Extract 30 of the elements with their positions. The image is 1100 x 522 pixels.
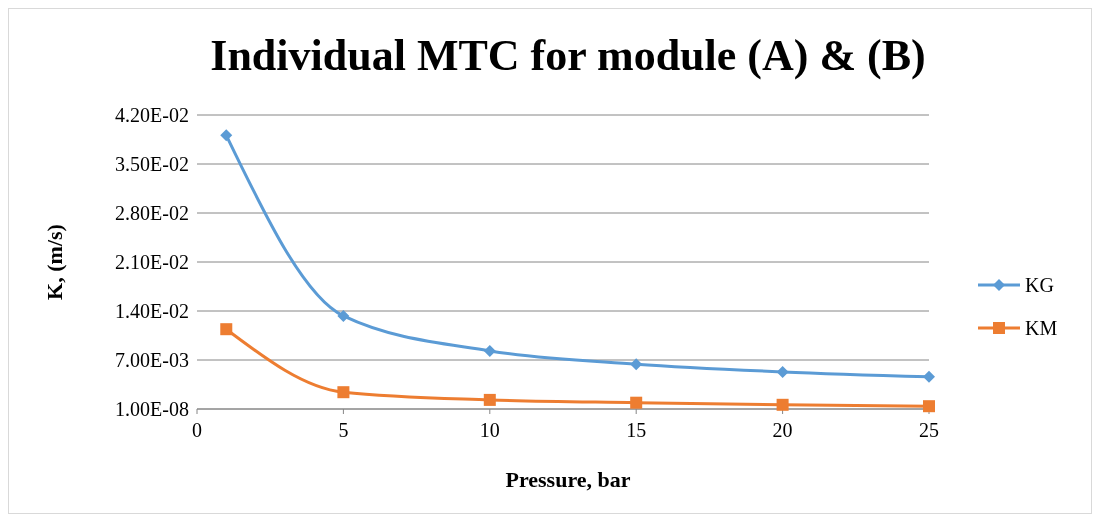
point xyxy=(923,400,935,413)
point xyxy=(337,386,350,399)
x-axis-title: Pressure, bar xyxy=(505,467,631,492)
point xyxy=(220,129,233,142)
y-tick-label: 2.10E-02 xyxy=(115,251,189,273)
point xyxy=(337,309,350,322)
point xyxy=(923,370,935,383)
point xyxy=(630,358,643,371)
point xyxy=(483,393,496,406)
y-tick-label: 2.80E-02 xyxy=(115,202,189,224)
x-tick-label: 15 xyxy=(626,419,647,441)
y-tick-label: 1.00E-08 xyxy=(115,398,189,420)
x-tick-label: 10 xyxy=(479,419,500,441)
y-tick-label: 3.50E-02 xyxy=(115,153,189,175)
y-tick-label: 7.00E-03 xyxy=(115,349,189,371)
point xyxy=(776,398,789,411)
y-axis-title: K, (m/s) xyxy=(42,224,67,300)
chart-title: Individual MTC for module (A) & (B) xyxy=(210,31,926,80)
point xyxy=(483,344,496,357)
legend-label: KG xyxy=(1025,274,1054,296)
x-tick-label: 25 xyxy=(919,419,939,441)
point xyxy=(776,365,789,378)
legend-label: KM xyxy=(1025,317,1058,339)
y-tick-label: 1.40E-02 xyxy=(115,300,189,322)
x-tick-label: 20 xyxy=(772,419,793,441)
y-tick-label: 4.20E-02 xyxy=(115,104,189,126)
point xyxy=(630,396,643,409)
x-tick-label: 0 xyxy=(192,419,202,441)
point xyxy=(220,323,233,336)
x-tick-label: 5 xyxy=(338,419,349,441)
